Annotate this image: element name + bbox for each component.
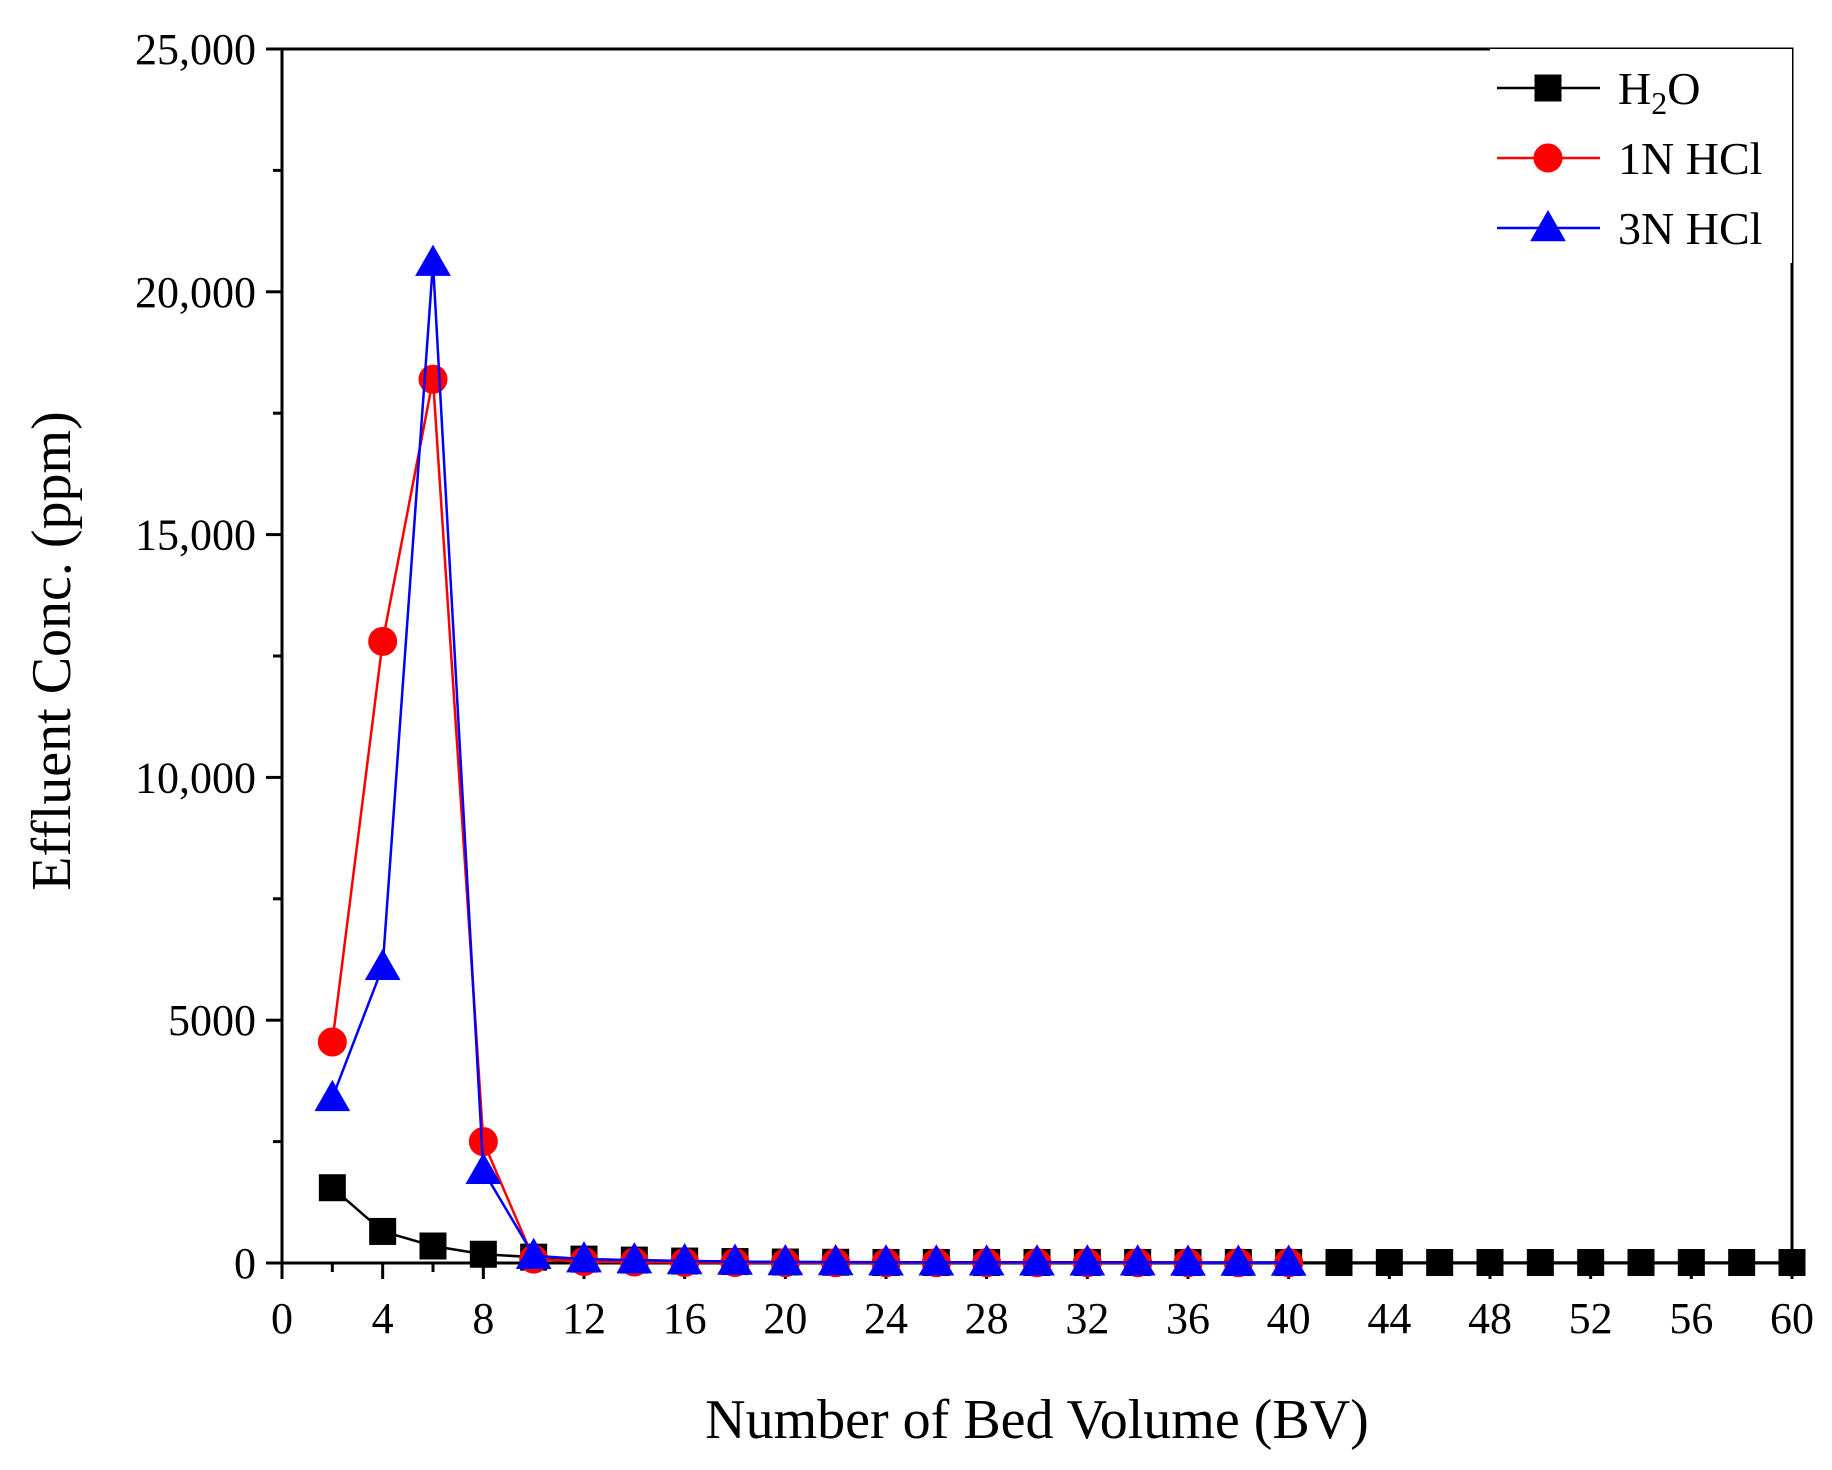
data-point [318, 1174, 346, 1202]
y-tick-label: 5000 [168, 996, 256, 1045]
x-tick-label: 0 [271, 1294, 293, 1343]
legend-label: 3N HCl [1618, 203, 1762, 254]
x-axis-title: Number of Bed Volume (BV) [705, 1389, 1369, 1451]
legend-item: 1N HCl [1497, 133, 1762, 184]
x-tick-label: 20 [763, 1294, 807, 1343]
x-tick-label: 48 [1468, 1294, 1512, 1343]
data-point [1220, 1244, 1257, 1276]
data-point [1069, 1244, 1106, 1276]
legend-label: H2O [1618, 63, 1700, 121]
data-point [1325, 1249, 1353, 1277]
legend-marker [1533, 143, 1563, 173]
data-point [616, 1242, 653, 1274]
data-point [1627, 1249, 1655, 1277]
data-point [419, 1232, 447, 1260]
data-point [817, 1244, 854, 1276]
data-point [566, 1241, 602, 1273]
data-point [469, 1240, 497, 1268]
data-point [918, 1244, 955, 1276]
x-tick-label: 40 [1267, 1294, 1311, 1343]
data-point [1019, 1244, 1055, 1276]
data-point [314, 1079, 351, 1112]
data-point [515, 1237, 552, 1269]
data-point [1426, 1249, 1454, 1277]
data-point [1375, 1249, 1403, 1277]
data-point [1577, 1249, 1605, 1277]
x-tick-label: 44 [1367, 1294, 1411, 1343]
x-tick-label: 32 [1065, 1294, 1109, 1343]
data-point [1270, 1244, 1307, 1276]
data-point [666, 1243, 703, 1275]
y-tick-label: 25,000 [135, 25, 256, 74]
y-axis-title: Effluent Conc. (ppm) [21, 411, 83, 891]
data-point [1476, 1249, 1504, 1277]
series-layer [314, 244, 1806, 1278]
y-tick-label: 10,000 [135, 753, 256, 802]
x-tick-label: 8 [472, 1294, 494, 1343]
legend-marker [1530, 209, 1566, 242]
x-tick-label: 4 [372, 1294, 394, 1343]
legend-item: 3N HCl [1497, 203, 1762, 254]
x-tick-label: 52 [1569, 1294, 1613, 1343]
data-point [368, 626, 398, 656]
x-tick-label: 24 [864, 1294, 908, 1343]
data-point [1119, 1244, 1156, 1276]
data-point [465, 1152, 502, 1184]
x-tick-label: 12 [562, 1294, 606, 1343]
x-tick-label: 56 [1669, 1294, 1713, 1343]
y-tick-label: 20,000 [135, 268, 256, 317]
data-point [317, 1027, 347, 1057]
x-tick-label: 16 [663, 1294, 707, 1343]
data-point [868, 1244, 904, 1276]
x-tick-label: 60 [1770, 1294, 1814, 1343]
legend-label: 1N HCl [1618, 133, 1762, 184]
data-point [1728, 1249, 1756, 1277]
data-point [968, 1244, 1005, 1276]
data-point [1170, 1244, 1206, 1276]
legend: H2O 1N HCl 3N HCl [1490, 49, 1792, 263]
data-point [1677, 1249, 1705, 1277]
data-point [364, 948, 401, 981]
series-3 [314, 244, 1307, 1276]
y-tick-label: 0 [234, 1239, 256, 1288]
legend-item: H2O [1497, 63, 1700, 121]
data-point [717, 1243, 753, 1275]
data-point [1526, 1249, 1554, 1277]
data-point [1778, 1249, 1806, 1277]
data-point [767, 1244, 804, 1276]
data-point [415, 244, 451, 276]
legend-marker [1534, 74, 1562, 102]
y-tick-label: 15,000 [135, 511, 256, 560]
x-tick-label: 28 [965, 1294, 1009, 1343]
data-point [369, 1217, 397, 1245]
x-tick-label: 36 [1166, 1294, 1210, 1343]
